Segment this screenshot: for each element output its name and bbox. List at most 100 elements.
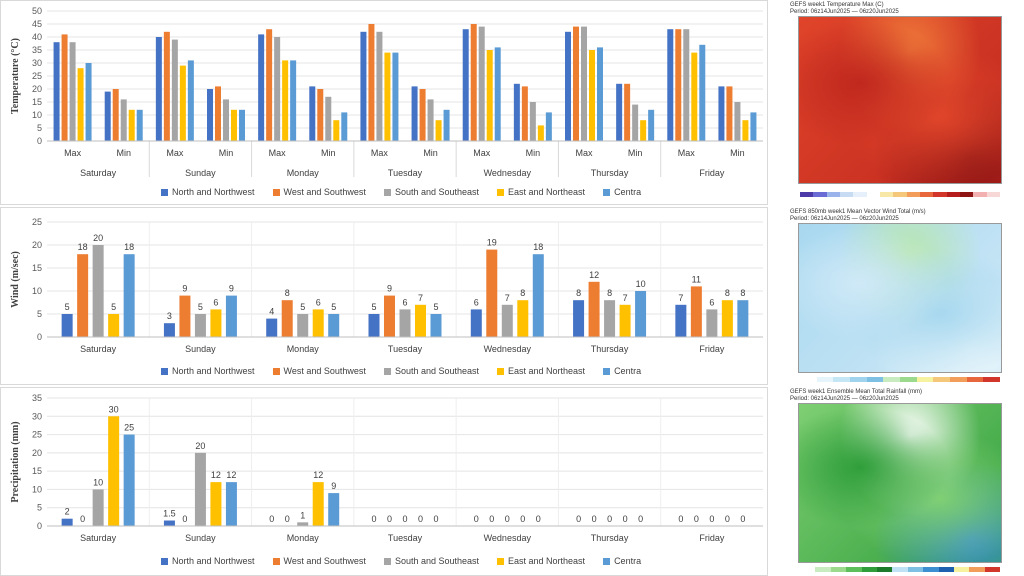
y-tick-label: 5 [37,309,42,319]
data-label: 5 [111,302,116,312]
y-tick-label: 15 [32,466,42,476]
x-sub-label: Min [526,148,541,158]
legend-label: Centra [614,366,642,376]
colorbar-step [933,192,947,197]
y-tick-label: 25 [32,217,42,227]
bar [123,254,135,337]
x-day-label: Saturday [80,344,117,354]
bar [163,31,170,141]
y-tick-label: 40 [32,32,42,42]
bar [223,99,229,141]
colorbar-step [800,377,817,382]
data-label: 5 [198,302,203,312]
temperature-map: GEFS week1 Temperature Max (C) Period: 0… [786,0,1014,205]
bar [443,109,450,141]
data-label: 0 [694,514,699,524]
colorbar-step [846,567,862,572]
x-day-label: Monday [287,533,320,543]
bar [210,309,222,337]
legend-label: West and Southwest [283,556,366,566]
precipitation-legend: North and Northwest West and Southwest Sou… [161,556,641,566]
colorbar-step [900,377,917,382]
data-label: 12 [313,470,323,480]
y-tick-label: 30 [32,58,42,68]
bar [112,89,119,141]
legend-label: South and Southeast [394,366,480,376]
y-axis-label: Temperature (°C) [10,38,21,114]
legend-item: West and Southwest [272,187,366,197]
y-tick-label: 20 [32,84,42,94]
bar [726,86,733,141]
legend-swatch [383,557,391,565]
bar [721,300,733,337]
bar [266,318,278,337]
x-day-label: Thursday [591,168,629,178]
bar [494,47,501,141]
y-tick-label: 30 [32,411,42,421]
bar [297,314,309,337]
data-label: 0 [182,514,187,524]
bar [120,99,127,141]
bar [399,309,411,337]
x-day-label: Sunday [185,533,216,543]
data-label: 7 [418,293,423,303]
data-label: 0 [576,514,581,524]
x-sub-label: Max [269,148,287,158]
y-tick-label: 15 [32,97,42,107]
y-tick-label: 0 [37,332,42,342]
bar [179,65,186,141]
bar [597,47,603,141]
data-label: 9 [387,284,392,294]
precipitation-chart-panel: 0 5 10 15 20 25 30 35 Precipitation (mm) Saturday… [0,387,768,576]
colorbar-step [833,377,851,382]
bar [737,300,749,337]
legend-swatch [161,557,168,565]
bar [411,86,418,141]
data-label: 9 [229,284,234,294]
bar [521,86,528,141]
colorbar-step [883,377,901,382]
bar [108,314,120,337]
colorbar-step [892,567,908,572]
wind-map-period: Period: 06z14Jun2025 — 06z20Jun2025 [790,216,899,222]
bar [69,42,76,142]
data-label: 10 [93,477,103,487]
bar [61,314,73,337]
bar [187,60,194,141]
bar [92,245,104,337]
colorbar-step [953,567,970,572]
x-day-label: Monday [287,344,320,354]
colorbar-step [879,192,894,197]
legend-swatch [383,188,391,196]
y-tick-label: 25 [32,430,42,440]
bar [309,86,316,141]
bar [675,304,687,337]
bar [92,489,104,526]
bar [430,314,442,337]
temperature-map-image [798,16,1002,184]
bar [573,26,579,142]
colorbar-step [950,377,967,382]
colorbar-step [815,567,831,572]
bar [691,52,698,141]
bar [53,42,60,142]
data-label: 2 [65,507,70,517]
data-label: 8 [725,288,730,298]
data-label: 12 [211,470,221,480]
bar [108,416,120,526]
bar [368,24,375,141]
bar [513,83,520,141]
bar [537,125,544,141]
bar [419,89,426,141]
bar [690,286,702,337]
bar [297,522,309,526]
legend-item: East and Northeast [497,366,585,376]
data-label: 6 [316,297,321,307]
rainfall-map-image [798,403,1002,563]
data-label: 7 [623,293,628,303]
colorbar-step [966,377,984,382]
legend-item: East and Northeast [497,187,585,197]
x-day-label: Monday [287,168,320,178]
bar [616,83,623,141]
x-sub-label: Min [321,148,336,158]
